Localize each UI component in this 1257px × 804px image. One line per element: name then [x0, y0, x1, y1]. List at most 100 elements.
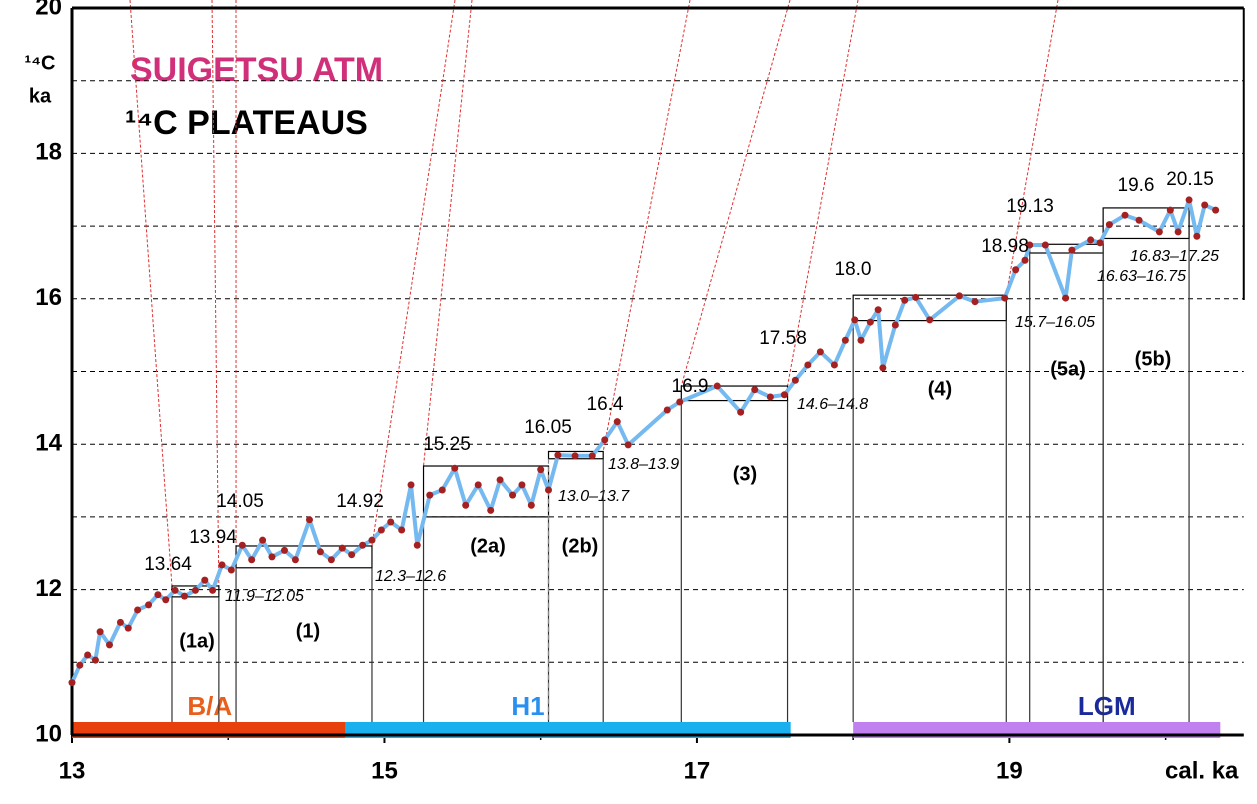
data-point	[588, 452, 596, 460]
data-point	[1201, 201, 1209, 209]
data-point	[912, 293, 920, 301]
data-point	[377, 526, 385, 534]
plateau-name: (1)	[296, 620, 320, 642]
data-point	[926, 316, 934, 324]
plateau-range: 13.0–13.7	[558, 488, 630, 505]
x-tick-label: 19	[996, 757, 1023, 784]
y-axis-label: ka	[29, 85, 52, 107]
data-point	[359, 541, 367, 549]
data-point	[1087, 236, 1095, 244]
data-point	[816, 348, 824, 356]
plateau-box	[1102, 207, 1190, 240]
data-point	[624, 441, 632, 449]
data-point	[1212, 206, 1220, 214]
data-point	[554, 451, 562, 459]
data-point	[291, 556, 299, 564]
data-point	[1096, 239, 1104, 247]
x-tick-label: 15	[371, 757, 398, 784]
x-axis-label: cal. ka	[1165, 757, 1239, 784]
data-point	[804, 361, 812, 369]
data-point	[84, 651, 92, 659]
data-point	[751, 386, 759, 394]
edge-label: 19.6	[1118, 175, 1155, 196]
data-point	[1174, 228, 1182, 236]
data-point	[1185, 196, 1193, 204]
data-point	[105, 641, 113, 649]
data-point	[398, 526, 406, 534]
data-point	[1001, 294, 1009, 302]
data-point	[451, 464, 459, 472]
plateau-range: 15.7–16.05	[1015, 314, 1095, 331]
data-point	[545, 486, 553, 494]
plateau-range: 13.8–13.9	[608, 456, 679, 473]
data-point	[238, 541, 246, 549]
data-point	[663, 406, 671, 414]
edge-label: 14.05	[216, 491, 264, 512]
data-point	[316, 548, 324, 556]
data-point	[96, 628, 104, 636]
connector-line	[371, 0, 456, 547]
data-point	[338, 544, 346, 552]
data-point	[1155, 228, 1163, 236]
data-point	[891, 321, 899, 329]
edge-label: 20.15	[1166, 169, 1214, 190]
data-point	[971, 298, 979, 306]
data-point	[474, 481, 482, 489]
plateau-name: (3)	[733, 463, 757, 485]
plateau-range: 14.6–14.8	[797, 396, 868, 413]
data-point	[462, 501, 470, 509]
data-point	[1062, 294, 1070, 302]
series-line	[70, 197, 1217, 684]
data-point	[91, 656, 99, 664]
connector-line	[423, 0, 473, 467]
data-point	[737, 408, 745, 416]
data-point	[68, 679, 76, 687]
data-point	[209, 586, 217, 594]
data-point	[248, 556, 256, 564]
data-point	[280, 546, 288, 554]
edge-label: 15.25	[423, 434, 471, 455]
edge-label: 16.4	[587, 394, 624, 415]
data-point	[571, 452, 579, 460]
data-point	[76, 661, 84, 669]
data-point	[791, 376, 799, 384]
data-point	[124, 624, 132, 632]
data-point	[1105, 221, 1113, 229]
data-point	[268, 553, 276, 561]
data-point	[879, 364, 887, 372]
data-point	[1121, 211, 1129, 219]
data-point	[1026, 241, 1034, 249]
data-point	[1021, 256, 1029, 264]
plateau-name: (1a)	[179, 630, 215, 652]
y-tick-label: 12	[35, 575, 62, 602]
data-point	[487, 506, 495, 514]
data-point	[1193, 232, 1201, 240]
data-point	[780, 391, 788, 399]
plateau-name: (5a)	[1050, 358, 1086, 380]
plateau-name: (5b)	[1135, 348, 1172, 370]
data-point	[518, 481, 526, 489]
data-point	[857, 336, 865, 344]
data-point	[841, 336, 849, 344]
x-tick-label: 17	[684, 757, 711, 784]
data-point	[537, 466, 545, 474]
plateau-name: (2b)	[562, 535, 599, 557]
edge-label: 18.0	[835, 259, 872, 280]
plateau-range: 16.83–17.25	[1130, 248, 1219, 265]
data-point	[766, 393, 774, 401]
y-tick-label: 20	[35, 0, 62, 20]
data-point	[201, 576, 209, 584]
data-point	[1068, 246, 1076, 254]
chart-subtitle: ¹⁴C PLATEAUS	[125, 104, 368, 142]
data-point	[134, 606, 142, 614]
data-point	[191, 586, 199, 594]
data-point	[438, 486, 446, 494]
edge-label: 19.13	[1006, 196, 1054, 217]
edge-label: 17.58	[759, 328, 807, 349]
period-label: LGM	[1078, 691, 1136, 721]
period-label: H1	[511, 691, 544, 721]
data-point	[327, 556, 335, 564]
data-point	[613, 418, 621, 426]
data-point	[509, 491, 517, 499]
